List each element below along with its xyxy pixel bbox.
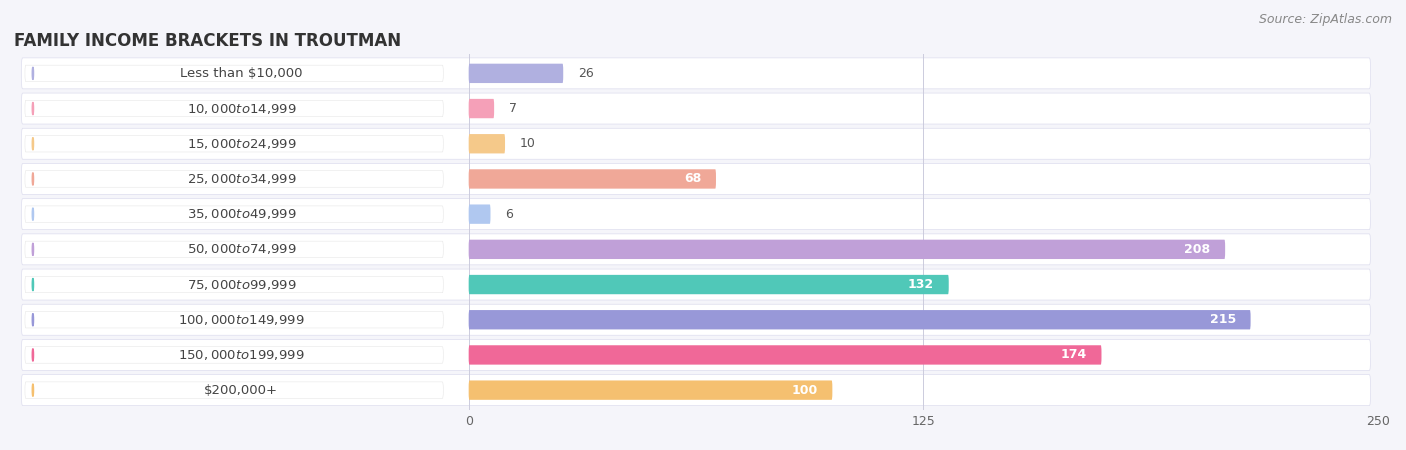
FancyBboxPatch shape <box>25 65 443 81</box>
FancyBboxPatch shape <box>21 339 1371 370</box>
FancyBboxPatch shape <box>25 206 443 222</box>
Text: 26: 26 <box>578 67 593 80</box>
Text: FAMILY INCOME BRACKETS IN TROUTMAN: FAMILY INCOME BRACKETS IN TROUTMAN <box>14 32 401 50</box>
Text: 68: 68 <box>685 172 702 185</box>
FancyBboxPatch shape <box>25 382 443 398</box>
FancyBboxPatch shape <box>25 241 443 257</box>
FancyBboxPatch shape <box>468 240 1225 259</box>
Text: Less than $10,000: Less than $10,000 <box>180 67 302 80</box>
Text: $75,000 to $99,999: $75,000 to $99,999 <box>187 278 297 292</box>
FancyBboxPatch shape <box>468 99 494 118</box>
Text: 208: 208 <box>1184 243 1211 256</box>
Text: 174: 174 <box>1060 348 1087 361</box>
FancyBboxPatch shape <box>21 375 1371 405</box>
Text: Source: ZipAtlas.com: Source: ZipAtlas.com <box>1258 14 1392 27</box>
FancyBboxPatch shape <box>21 163 1371 194</box>
Text: 132: 132 <box>908 278 934 291</box>
Text: 215: 215 <box>1209 313 1236 326</box>
Text: 100: 100 <box>792 384 818 396</box>
Text: $150,000 to $199,999: $150,000 to $199,999 <box>179 348 305 362</box>
Text: $25,000 to $34,999: $25,000 to $34,999 <box>187 172 297 186</box>
FancyBboxPatch shape <box>468 310 1250 329</box>
Text: 7: 7 <box>509 102 516 115</box>
FancyBboxPatch shape <box>468 275 949 294</box>
FancyBboxPatch shape <box>468 204 491 224</box>
Text: $35,000 to $49,999: $35,000 to $49,999 <box>187 207 297 221</box>
FancyBboxPatch shape <box>21 128 1371 159</box>
FancyBboxPatch shape <box>468 169 716 189</box>
FancyBboxPatch shape <box>21 304 1371 335</box>
FancyBboxPatch shape <box>468 345 1101 365</box>
FancyBboxPatch shape <box>25 311 443 328</box>
Text: $15,000 to $24,999: $15,000 to $24,999 <box>187 137 297 151</box>
FancyBboxPatch shape <box>21 93 1371 124</box>
FancyBboxPatch shape <box>25 276 443 293</box>
Text: $100,000 to $149,999: $100,000 to $149,999 <box>179 313 305 327</box>
FancyBboxPatch shape <box>21 58 1371 89</box>
FancyBboxPatch shape <box>468 134 505 153</box>
Text: $200,000+: $200,000+ <box>204 384 278 396</box>
FancyBboxPatch shape <box>21 198 1371 230</box>
FancyBboxPatch shape <box>25 346 443 363</box>
FancyBboxPatch shape <box>25 171 443 187</box>
FancyBboxPatch shape <box>468 380 832 400</box>
Text: $10,000 to $14,999: $10,000 to $14,999 <box>187 102 297 116</box>
FancyBboxPatch shape <box>25 100 443 117</box>
FancyBboxPatch shape <box>25 135 443 152</box>
FancyBboxPatch shape <box>468 64 564 83</box>
Text: 6: 6 <box>505 207 513 220</box>
Text: 10: 10 <box>520 137 536 150</box>
FancyBboxPatch shape <box>21 234 1371 265</box>
FancyBboxPatch shape <box>21 269 1371 300</box>
Text: $50,000 to $74,999: $50,000 to $74,999 <box>187 243 297 256</box>
